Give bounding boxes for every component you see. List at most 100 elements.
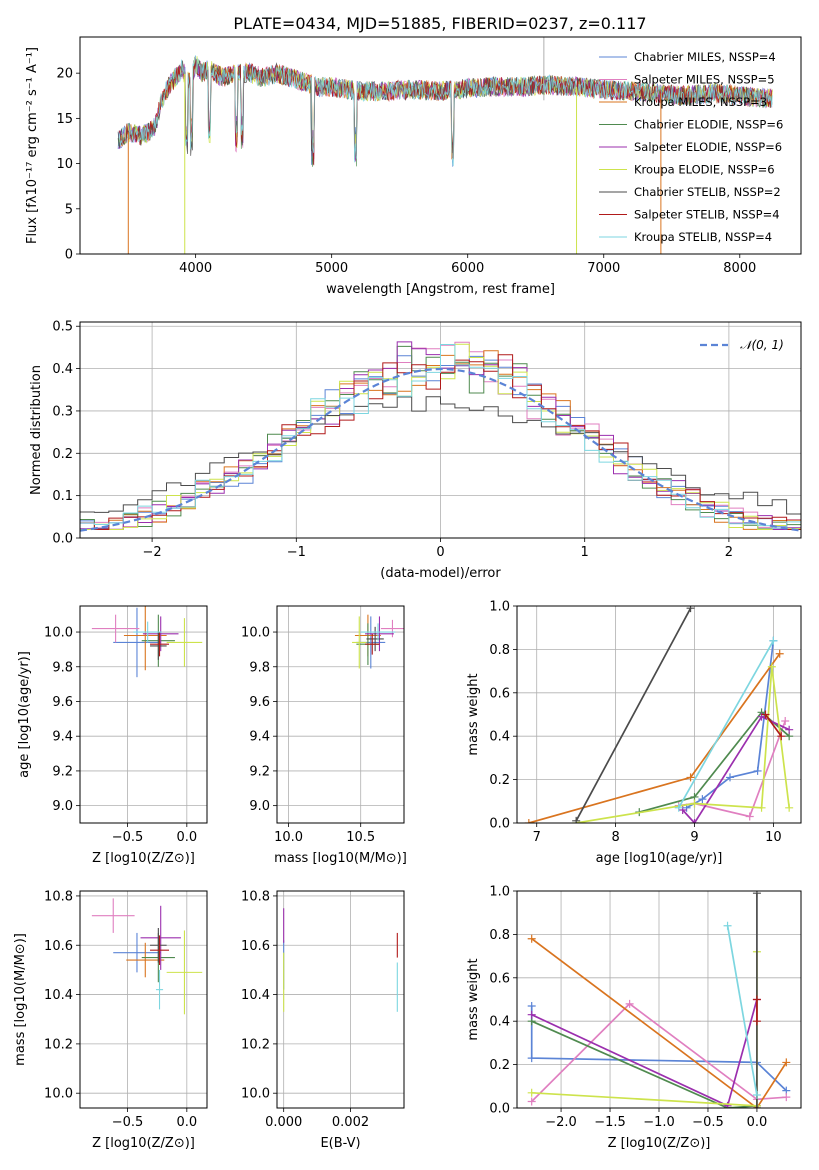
x-tick-label: −1.5 [594, 1115, 626, 1130]
x-tick-label: 0 [436, 545, 444, 560]
weight-point [572, 816, 581, 823]
legend-label: 𝒩(0, 1) [740, 338, 784, 352]
y-tick-label: 1.0 [489, 885, 510, 900]
weight-point [745, 812, 754, 821]
y-tick-label: 9.2 [52, 764, 73, 779]
y-tick-label: 9.4 [249, 730, 270, 745]
weight-point [767, 662, 776, 671]
weight-series-line [531, 1020, 757, 1108]
x-axis-label: Z [log10(Z/Z⊙)] [92, 851, 195, 866]
weight-point [527, 1010, 536, 1019]
axes-frame [516, 605, 802, 824]
x-tick-label: −2 [143, 545, 162, 560]
x-tick-label: 10.0 [274, 830, 303, 845]
panel-1: −2 −1 0 1 2 0.0 0.1 0.2 0.3 0.4 0.5 (data-model)/er… [29, 320, 802, 581]
y-tick-label: 0.3 [52, 404, 73, 419]
weight-point [752, 995, 761, 1004]
x-axis-label: Z [log10(Z/Z⊙)] [608, 1136, 711, 1151]
y-axis-label: mass weight [466, 958, 481, 1040]
spectrum-series-line [119, 56, 773, 160]
weight-point [527, 934, 536, 943]
panel-4: 7 8 9 10 0.0 0.2 0.4 0.6 0.8 1.0 age [log10(age/yr… [466, 600, 802, 866]
panel-6: 0.000 0.002 10.0 10.2 10.4 10.6 10.8 E(B-V) [241, 889, 405, 1151]
x-tick-label: 5000 [315, 261, 348, 276]
plot-area [80, 341, 801, 532]
weight-point [785, 725, 794, 734]
x-tick-label: 8 [611, 830, 619, 845]
histogram-step [80, 354, 801, 530]
y-tick-label: 10.8 [241, 889, 270, 904]
y-tick-label: 0.0 [489, 1102, 510, 1117]
axes-frame [276, 605, 405, 824]
weight-point [752, 1017, 761, 1026]
weight-series-line [682, 715, 790, 823]
plot-area [524, 606, 794, 823]
y-tick-label: 10.4 [241, 988, 270, 1003]
y-tick-label: 10.0 [44, 1087, 73, 1102]
y-tick-label: 0.1 [52, 489, 73, 504]
y-tick-label: 9.0 [52, 799, 73, 814]
weight-point [775, 649, 784, 658]
x-axis-label: wavelength [Angstrom, rest frame] [326, 282, 555, 297]
weight-series-line [639, 711, 790, 813]
x-tick-label: 0.0 [176, 1115, 197, 1130]
weight-series-line [686, 640, 775, 809]
y-axis-label: mass weight [466, 673, 481, 755]
x-tick-label: 6000 [451, 261, 484, 276]
weight-point [757, 803, 766, 812]
weight-point [527, 1002, 536, 1011]
x-axis-label: mass [log10(M/M⊙)] [274, 851, 407, 866]
y-tick-label: 10.0 [44, 626, 73, 641]
weight-series-line [530, 1006, 787, 1092]
axes-frame [516, 890, 802, 1109]
legend-label: Salpeter ELODIE, NSSP=6 [634, 140, 782, 154]
weight-point [753, 766, 762, 775]
weight-point [527, 1088, 536, 1097]
axes-frame [79, 36, 802, 255]
x-axis-label: E(B-V) [320, 1136, 360, 1151]
weight-point [785, 803, 794, 812]
plot-area [283, 908, 398, 1012]
weight-point [686, 773, 695, 782]
x-axis-label: Z [log10(Z/Z⊙)] [92, 1136, 195, 1151]
y-tick-label: 9.6 [249, 695, 270, 710]
weight-point [782, 1093, 791, 1102]
y-tick-label: 0.4 [489, 730, 510, 745]
y-tick-label: 0.5 [52, 320, 73, 335]
y-tick-label: 0.8 [489, 643, 510, 658]
panel-7: −2.0 −1.5 −1.0 −0.5 0.0 0.0 0.2 0.4 0.6 0.8 1.0 Z [… [466, 885, 802, 1151]
x-tick-label: 0.000 [265, 1115, 302, 1130]
y-tick-label: 10.2 [44, 1037, 73, 1052]
weight-series-line [575, 607, 692, 822]
legend-label: Chabrier STELIB, NSSP=2 [634, 185, 781, 199]
y-tick-label: 0.4 [52, 362, 73, 377]
weight-point [752, 1104, 761, 1108]
weight-point [782, 1058, 791, 1067]
weight-point [690, 799, 699, 808]
weight-point [723, 921, 732, 930]
legend-label: Kroupa MILES, NSSP=3 [634, 95, 767, 109]
weight-point [752, 891, 761, 898]
weight-point [781, 717, 790, 726]
y-tick-label: 5 [65, 202, 73, 217]
x-axis-label: age [log10(age/yr)] [596, 851, 723, 866]
y-tick-label: 15 [56, 112, 73, 127]
y-tick-label: 20 [56, 67, 73, 82]
y-axis-label: Normed distribution [29, 365, 44, 495]
x-tick-label: 7000 [587, 261, 620, 276]
y-tick-label: 0.0 [52, 532, 73, 547]
x-tick-label: −1 [287, 545, 306, 560]
x-tick-label: −2.0 [545, 1115, 577, 1130]
x-axis-label: (data-model)/error [380, 566, 501, 581]
y-tick-label: 10.6 [241, 939, 270, 954]
x-tick-label: 4000 [179, 261, 212, 276]
y-tick-label: 9.6 [52, 695, 73, 710]
panel-0: 4000 5000 6000 7000 8000 0 5 10 15 20 wavelength [… [25, 36, 802, 297]
weight-point [769, 636, 778, 645]
axes-frame [79, 321, 802, 539]
y-tick-label: 10 [56, 157, 73, 172]
y-tick-label: 9.8 [52, 660, 73, 675]
weight-point [674, 803, 683, 812]
weight-point [625, 999, 634, 1008]
